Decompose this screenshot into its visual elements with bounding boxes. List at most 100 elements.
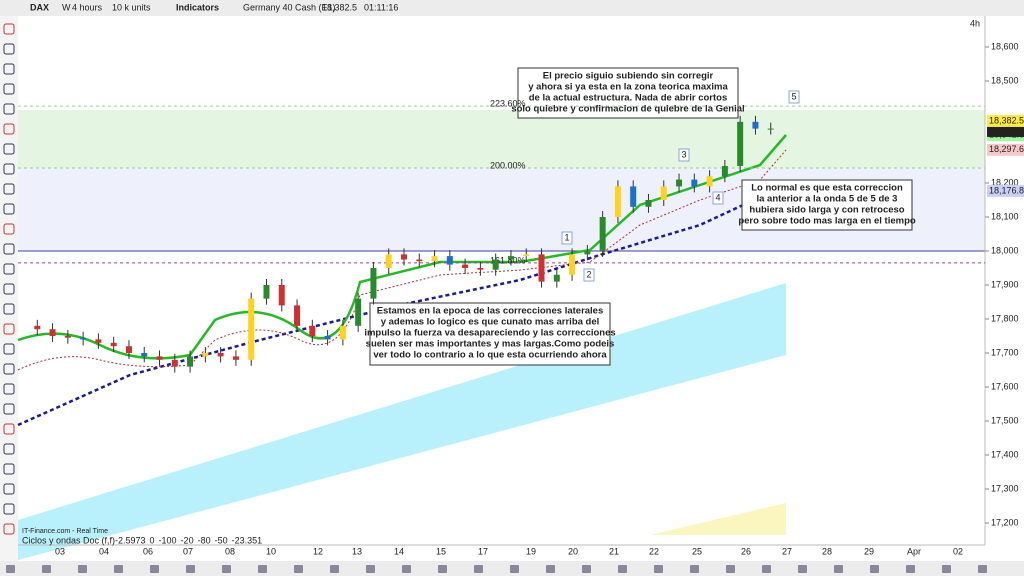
bottom-tool-icon[interactable] (546, 565, 555, 573)
ema-slow (17, 149, 787, 371)
price-tick-label: 17,600 (991, 381, 1019, 391)
bottom-tool-icon[interactable] (114, 565, 123, 573)
candle (141, 353, 148, 357)
price-tick-label: 18,200 (991, 177, 1019, 187)
bottom-tool-icon[interactable] (294, 565, 303, 573)
tool-icon[interactable] (3, 43, 15, 55)
bottom-tool-icon[interactable] (906, 565, 915, 573)
bottom-tool-icon[interactable] (222, 565, 231, 573)
time-label: 03 (55, 546, 65, 556)
bottom-tool-icon[interactable] (438, 565, 447, 573)
tool-icon[interactable] (3, 163, 15, 175)
candle (339, 325, 346, 340)
tool-icon[interactable] (3, 143, 15, 155)
candle (278, 285, 285, 306)
bottom-tool-icon[interactable] (6, 565, 15, 573)
candle (110, 342, 117, 347)
wave-label: 3 (681, 149, 686, 159)
bottom-tool-icon[interactable] (942, 565, 951, 573)
bottom-tool-icon[interactable] (78, 565, 87, 573)
price-tick-label: 18,500 (991, 75, 1019, 85)
tool-icon[interactable] (3, 23, 15, 35)
tool-icon[interactable] (3, 83, 15, 95)
annotation-text: ver todo lo contrario a lo que esta ocur… (373, 350, 607, 361)
bottom-tool-icon[interactable] (150, 565, 159, 573)
bottom-tool-icon[interactable] (798, 565, 807, 573)
toolbar-item[interactable]: DAX (30, 2, 49, 12)
time-label: 04 (99, 546, 109, 556)
price-tick-label: 17,200 (991, 517, 1019, 527)
bottom-tool-icon[interactable] (510, 565, 519, 573)
trend-line (17, 183, 787, 427)
tool-icon[interactable] (3, 243, 15, 255)
price-marker-label: 18,176.8 (989, 185, 1024, 195)
time-label: 02 (953, 546, 963, 556)
tool-icon[interactable] (3, 383, 15, 395)
tool-icon[interactable] (3, 403, 15, 415)
countdown-box (987, 126, 1024, 137)
wave-label: 4 (715, 192, 720, 202)
bottom-tool-icon[interactable] (654, 565, 663, 573)
ema-fast (17, 134, 787, 360)
time-label: 20 (568, 546, 578, 556)
bottom-tool-icon[interactable] (330, 565, 339, 573)
indicator-reading: -2.5973 (115, 535, 146, 545)
candle (676, 179, 683, 187)
price-marker (987, 143, 1024, 156)
bottom-tool-icon[interactable] (762, 565, 771, 573)
bottom-tool-icon[interactable] (618, 565, 627, 573)
tool-icon[interactable] (3, 363, 15, 375)
candle (125, 346, 132, 353)
candle (324, 336, 331, 340)
tool-icon[interactable] (3, 503, 15, 515)
toolbar-item[interactable]: W (62, 2, 71, 12)
candle (645, 200, 652, 207)
indicator-reading: -80 (198, 535, 211, 545)
tool-icon[interactable] (3, 283, 15, 295)
tool-icon[interactable] (3, 463, 15, 475)
tool-icon[interactable] (3, 63, 15, 75)
tool-icon[interactable] (3, 263, 15, 275)
candle (660, 186, 667, 200)
price-tick-label: 18,100 (991, 211, 1019, 221)
toolbar-item[interactable]: 4 hours (72, 2, 103, 12)
candle (156, 356, 163, 360)
bottom-tool-icon[interactable] (726, 565, 735, 573)
tool-icon[interactable] (3, 203, 15, 215)
indicator-reading: -20 (181, 535, 194, 545)
toolbar-item[interactable]: 10 k units (112, 2, 151, 12)
bottom-tool-icon[interactable] (870, 565, 879, 573)
tool-icon[interactable] (3, 123, 15, 135)
bottom-tool-icon[interactable] (978, 565, 987, 573)
tool-icon[interactable] (3, 303, 15, 315)
tool-icon[interactable] (3, 483, 15, 495)
time-label: 08 (225, 546, 235, 556)
tool-icon[interactable] (3, 103, 15, 115)
tool-icon[interactable] (3, 343, 15, 355)
candle (248, 298, 255, 360)
indicator-reading: -100 (159, 535, 177, 545)
annotation-text: Estamos en la epoca de las correcciones … (377, 306, 604, 317)
tool-icon[interactable] (3, 323, 15, 335)
bottom-tool-icon[interactable] (366, 565, 375, 573)
toolbar-item[interactable]: Indicators (176, 2, 219, 12)
tool-icon[interactable] (3, 423, 15, 435)
tool-icon[interactable] (3, 183, 15, 195)
bottom-tool-icon[interactable] (42, 565, 51, 573)
bottom-tool-icon[interactable] (474, 565, 483, 573)
bottom-tool-icon[interactable] (186, 565, 195, 573)
bottom-tool-icon[interactable] (258, 565, 267, 573)
tool-icon[interactable] (3, 223, 15, 235)
candle (477, 268, 484, 270)
bottom-tool-icon[interactable] (582, 565, 591, 573)
bottom-tool-icon[interactable] (834, 565, 843, 573)
bottom-tool-icon[interactable] (402, 565, 411, 573)
candle (584, 251, 591, 255)
annotation-text: de la actual estructura. Nada de abrir c… (529, 93, 728, 104)
candle (767, 128, 774, 130)
bottom-tool-icon[interactable] (690, 565, 699, 573)
tool-icon[interactable] (3, 443, 15, 455)
candle (202, 353, 209, 357)
annotation-text: impulso la fuerza va desapareciendo y la… (364, 328, 615, 339)
tool-icon[interactable] (3, 523, 15, 535)
